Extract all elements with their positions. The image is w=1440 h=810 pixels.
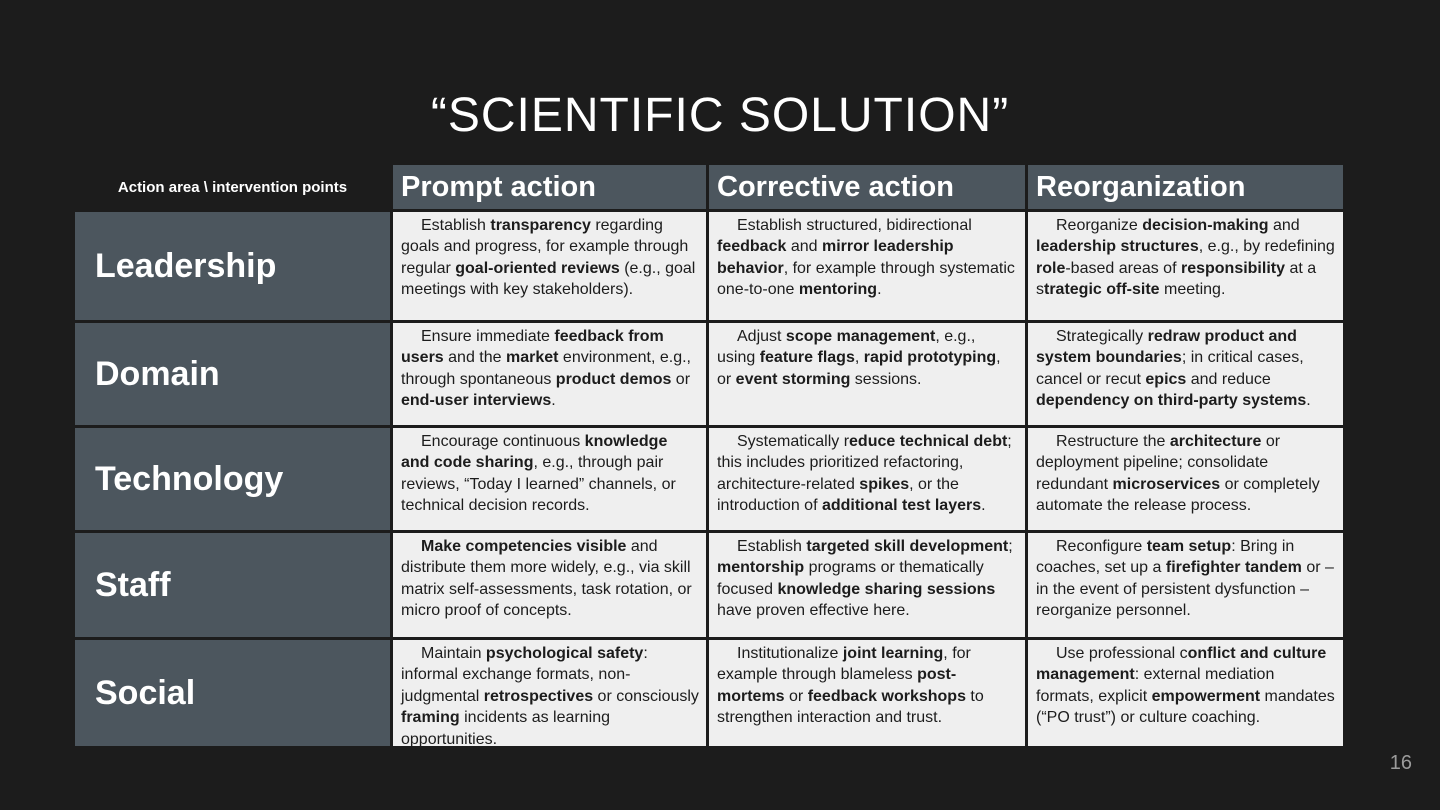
table-cell: Institutionalize joint learning, for exa…: [709, 640, 1025, 746]
action-intervention-table: Action area \ intervention points Prompt…: [75, 165, 1343, 746]
table-cell: Establish transparency regarding goals a…: [393, 212, 706, 320]
table-cell: Adjust scope management, e.g., using fea…: [709, 323, 1025, 425]
table-corner-label: Action area \ intervention points: [117, 178, 348, 196]
row-header-domain: Domain: [75, 323, 390, 425]
table-cell: Systematically reduce technical debt; th…: [709, 428, 1025, 530]
column-header-prompt-action: Prompt action: [393, 165, 706, 209]
row-header-social: Social: [75, 640, 390, 746]
table-cell: Establish structured, bidirectional feed…: [709, 212, 1025, 320]
table-cell: Make competencies visible and distribute…: [393, 533, 706, 637]
table-cell: Restructure the architecture or deployme…: [1028, 428, 1343, 530]
column-header-reorganization: Reorganization: [1028, 165, 1343, 209]
table-cell: Strategically redraw product and system …: [1028, 323, 1343, 425]
column-header-corrective-action: Corrective action: [709, 165, 1025, 209]
table-cell: Reorganize decision-making and leadershi…: [1028, 212, 1343, 320]
table-cell: Establish targeted skill development; me…: [709, 533, 1025, 637]
table-cell: Maintain psychological safety: informal …: [393, 640, 706, 746]
page-number: 16: [1389, 752, 1412, 774]
table-cell: Use professional conflict and culture ma…: [1028, 640, 1343, 746]
row-header-leadership: Leadership: [75, 212, 390, 320]
row-header-technology: Technology: [75, 428, 390, 530]
row-header-staff: Staff: [75, 533, 390, 637]
page-title: “SCIENTIFIC SOLUTION”: [430, 89, 1010, 142]
table-cell: Reconfigure team setup: Bring in coaches…: [1028, 533, 1343, 637]
table-cell: Ensure immediate feedback from users and…: [393, 323, 706, 425]
table-cell: Encourage continuous knowledge and code …: [393, 428, 706, 530]
